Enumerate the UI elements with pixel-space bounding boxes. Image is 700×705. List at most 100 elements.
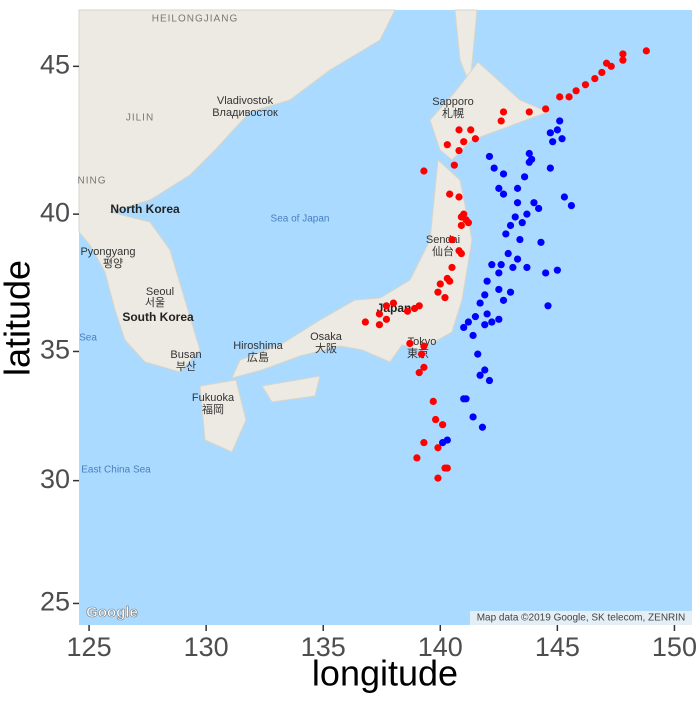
- x-tick-label: 145: [535, 632, 580, 662]
- point: [502, 230, 510, 238]
- map-label: Fukuoka: [192, 392, 235, 404]
- mainland: [78, 9, 396, 373]
- point: [490, 164, 498, 172]
- point: [565, 93, 573, 101]
- map-label: Busan: [170, 349, 201, 361]
- kyushu: [199, 379, 247, 453]
- point: [591, 75, 599, 83]
- x-tick-label: 130: [184, 632, 229, 662]
- map-label: 広島: [247, 350, 269, 364]
- y-tick-label: 40: [40, 197, 70, 227]
- point: [420, 167, 428, 175]
- point: [485, 152, 494, 161]
- point: [556, 93, 564, 101]
- map-label: Tokyo: [408, 336, 437, 348]
- x-tick-label: 140: [418, 632, 463, 662]
- map-label: 평양: [103, 257, 123, 270]
- point: [469, 331, 477, 340]
- point: [361, 318, 369, 326]
- point: [443, 141, 451, 149]
- point: [450, 161, 458, 169]
- point: [389, 299, 398, 307]
- point: [420, 439, 428, 447]
- x-tick-label: 135: [301, 632, 346, 662]
- point: [542, 105, 550, 113]
- point: [518, 219, 526, 227]
- map-label: Osaka: [310, 331, 343, 343]
- map-label: North Korea: [110, 202, 180, 216]
- point: [469, 413, 477, 421]
- point: [446, 190, 454, 198]
- point: [457, 221, 465, 230]
- point: [513, 184, 522, 192]
- point: [523, 263, 531, 272]
- point: [448, 263, 456, 272]
- point: [432, 415, 440, 424]
- point: [406, 339, 414, 348]
- point: [439, 421, 447, 429]
- point: [434, 444, 442, 452]
- point: [523, 210, 531, 218]
- point: [553, 266, 561, 274]
- honshu: [231, 158, 473, 379]
- point: [488, 318, 496, 326]
- point: [556, 117, 564, 125]
- point: [420, 342, 428, 350]
- point: [499, 190, 508, 198]
- point: [513, 255, 522, 263]
- map-label: NING: [78, 176, 107, 187]
- y-axis-title: latitude: [0, 260, 38, 376]
- point: [516, 235, 524, 244]
- point: [549, 138, 557, 146]
- point: [455, 126, 463, 134]
- map-label: 札幌: [442, 106, 464, 120]
- map-label: JILIN: [126, 113, 154, 124]
- point: [553, 126, 561, 134]
- point: [513, 199, 522, 207]
- point: [495, 184, 503, 192]
- map-label: Seoul: [146, 286, 174, 298]
- point: [443, 464, 451, 472]
- point: [567, 201, 576, 210]
- point: [602, 59, 611, 67]
- point: [481, 321, 489, 329]
- point: [375, 321, 384, 329]
- y-tick-label: 25: [40, 587, 70, 617]
- point: [467, 126, 475, 134]
- map-label: 부산: [176, 360, 196, 373]
- point: [525, 149, 533, 158]
- map-label: Pyongyang: [80, 246, 135, 258]
- map-label: South Korea: [122, 310, 194, 324]
- point: [560, 193, 568, 201]
- point: [488, 261, 496, 269]
- map-label: HEILONGJIANG: [152, 14, 238, 25]
- point: [434, 288, 442, 296]
- point: [497, 117, 505, 125]
- point: [483, 277, 491, 285]
- point: [495, 269, 503, 277]
- point: [448, 235, 456, 244]
- y-tick-label: 35: [40, 335, 70, 365]
- point: [457, 249, 465, 258]
- point: [642, 47, 650, 55]
- point: [471, 135, 480, 143]
- point: [415, 302, 423, 310]
- land: [78, 9, 550, 453]
- point: [572, 87, 580, 95]
- point: [460, 323, 468, 332]
- map-label: Sea: [79, 333, 97, 344]
- point: [546, 129, 554, 137]
- point: [511, 213, 519, 221]
- point: [446, 277, 454, 285]
- map-label: Vladivostok: [217, 95, 274, 107]
- point: [455, 146, 463, 155]
- point: [497, 261, 505, 269]
- map-label: East China Sea: [81, 465, 151, 476]
- attribution-box: [470, 611, 692, 625]
- point: [520, 173, 529, 181]
- map-label: Hiroshima: [233, 340, 283, 352]
- point: [542, 269, 550, 277]
- point: [504, 249, 512, 258]
- point: [429, 397, 437, 406]
